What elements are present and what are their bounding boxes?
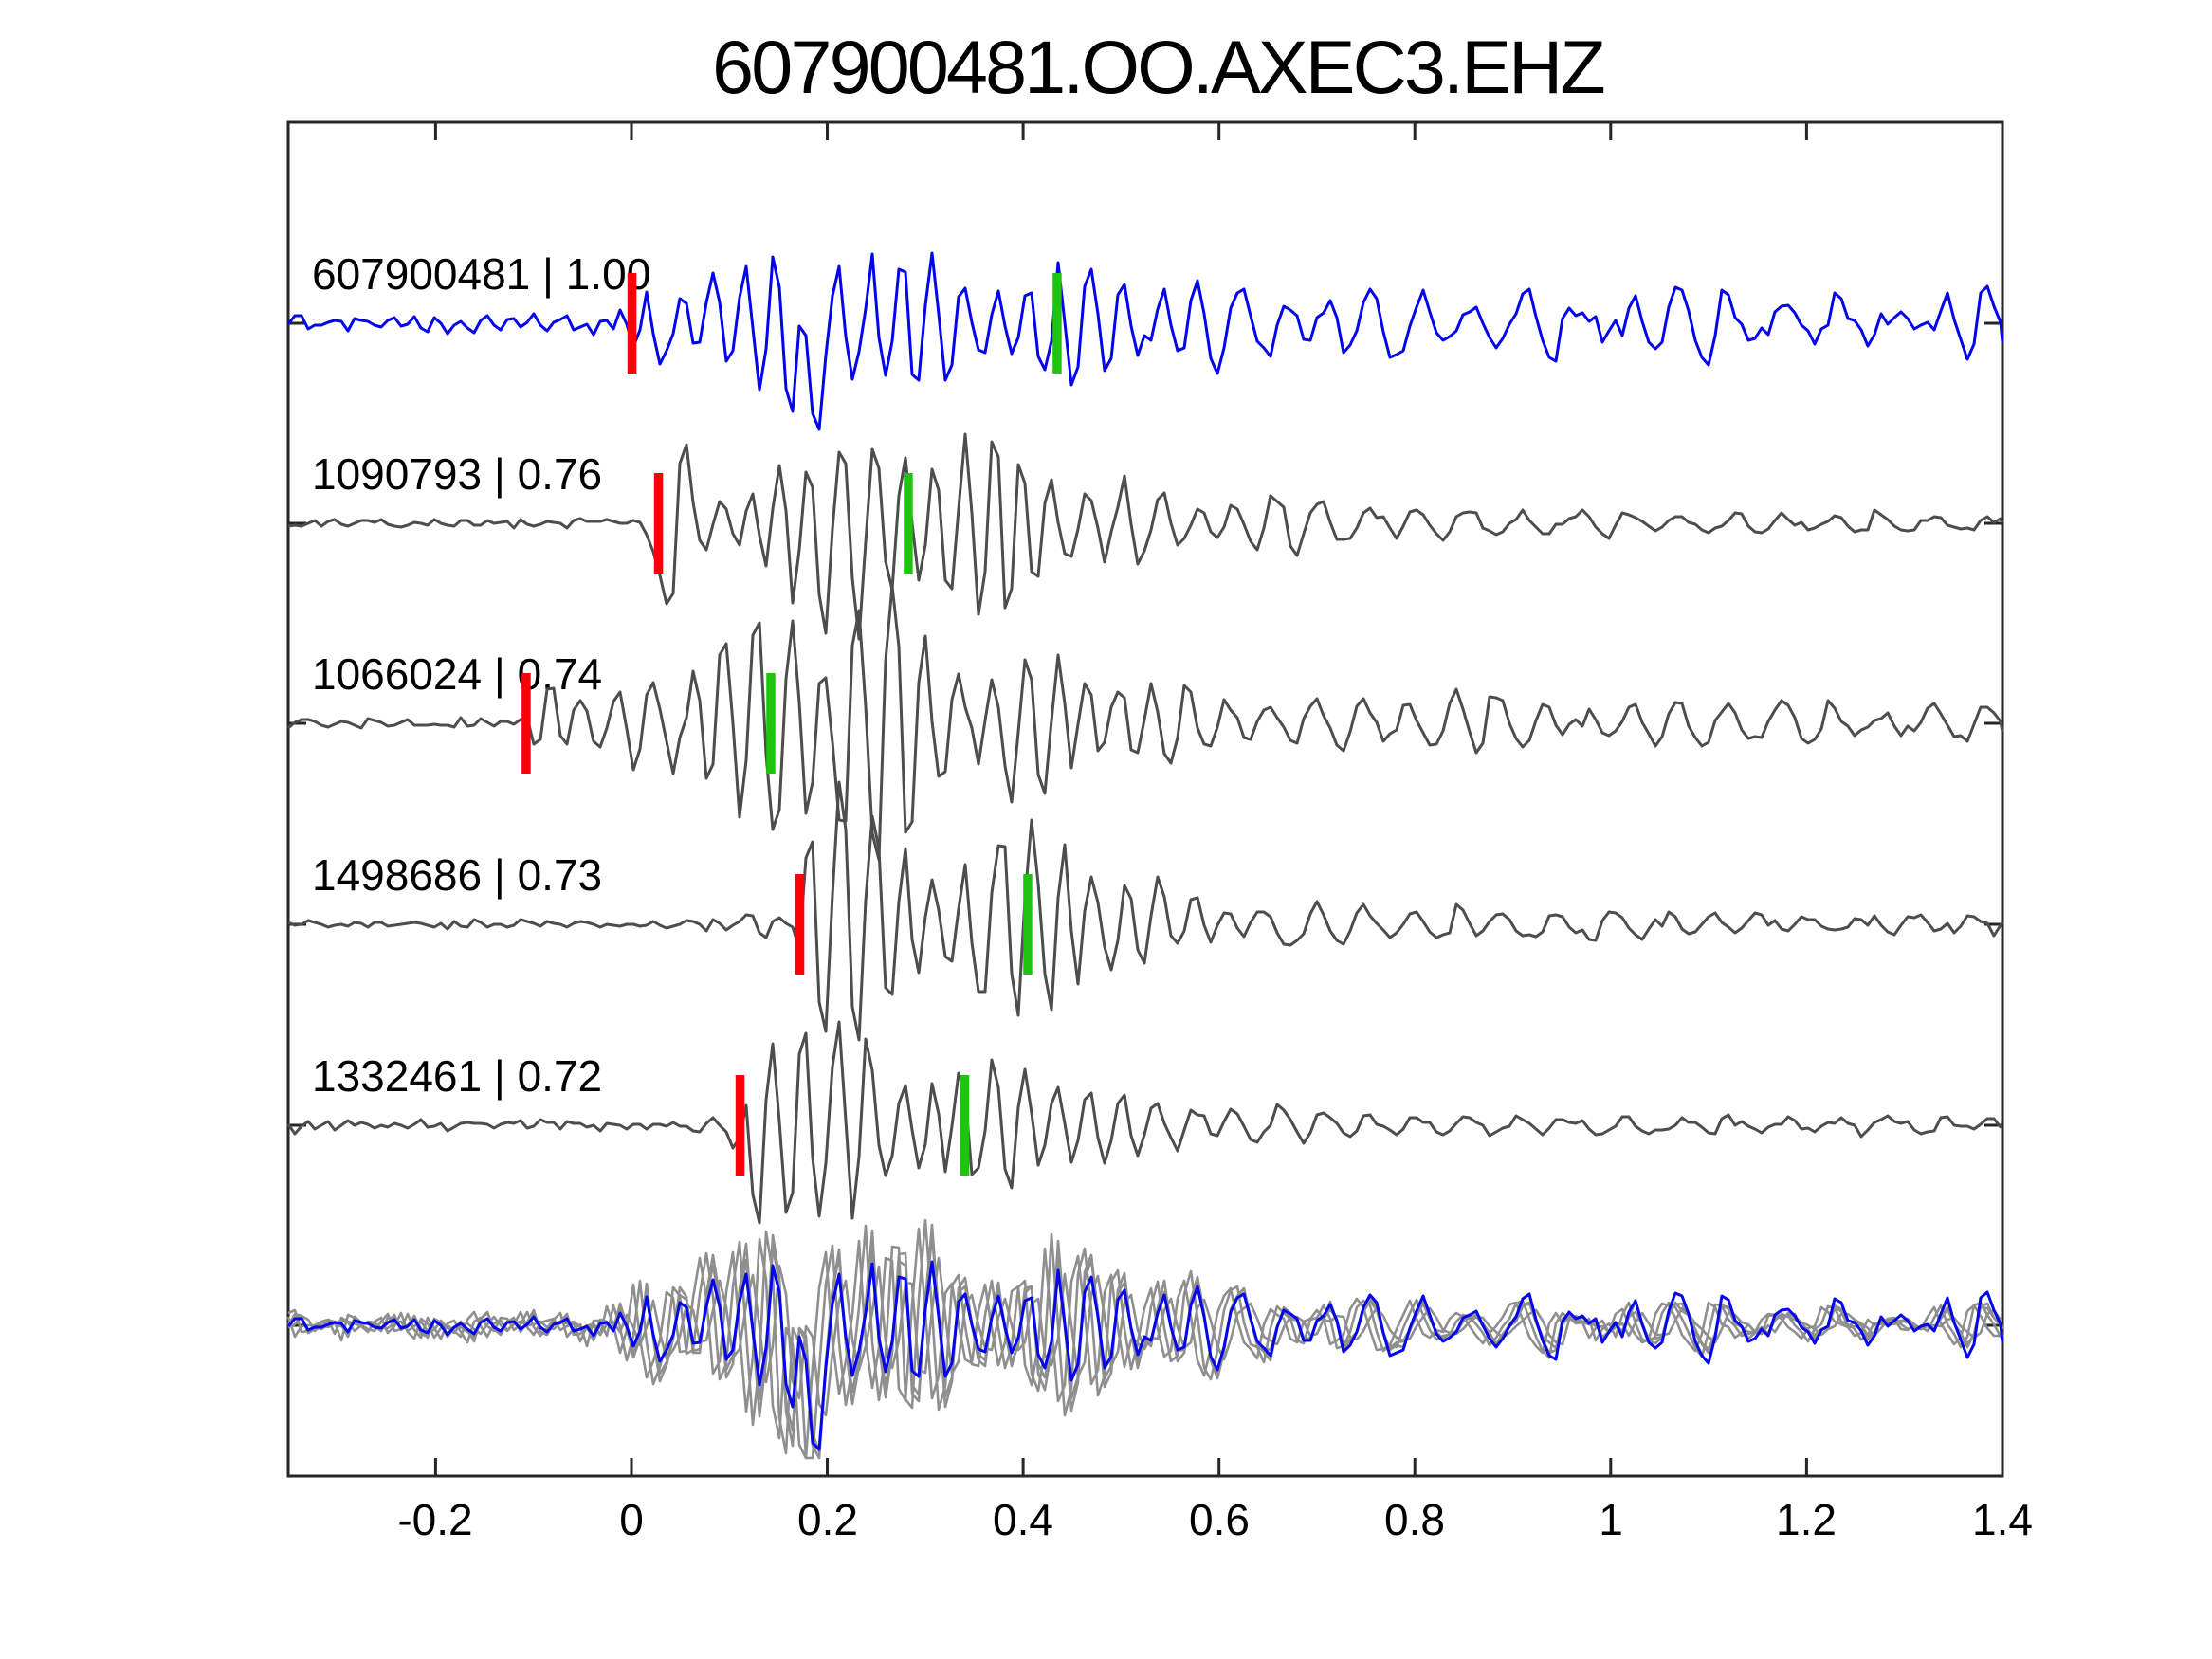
svg-text:0.8: 0.8 (1384, 1495, 1445, 1544)
svg-text:1090793 | 0.76: 1090793 | 0.76 (312, 449, 602, 499)
svg-text:607900481.OO.AXEC3.EHZ: 607900481.OO.AXEC3.EHZ (712, 25, 1603, 109)
svg-text:0.6: 0.6 (1189, 1495, 1250, 1544)
svg-text:1.2: 1.2 (1776, 1495, 1837, 1544)
svg-text:1.4: 1.4 (1972, 1495, 2033, 1544)
svg-text:1: 1 (1599, 1495, 1623, 1544)
svg-text:1066024 | 0.74: 1066024 | 0.74 (312, 649, 602, 699)
svg-text:-0.2: -0.2 (397, 1495, 472, 1544)
svg-text:1498686 | 0.73: 1498686 | 0.73 (312, 850, 602, 900)
svg-text:607900481 | 1.00: 607900481 | 1.00 (312, 249, 650, 299)
svg-text:0: 0 (619, 1495, 644, 1544)
svg-text:1332461 | 0.72: 1332461 | 0.72 (312, 1051, 602, 1101)
svg-text:0.2: 0.2 (797, 1495, 858, 1544)
svg-text:0.4: 0.4 (993, 1495, 1053, 1544)
